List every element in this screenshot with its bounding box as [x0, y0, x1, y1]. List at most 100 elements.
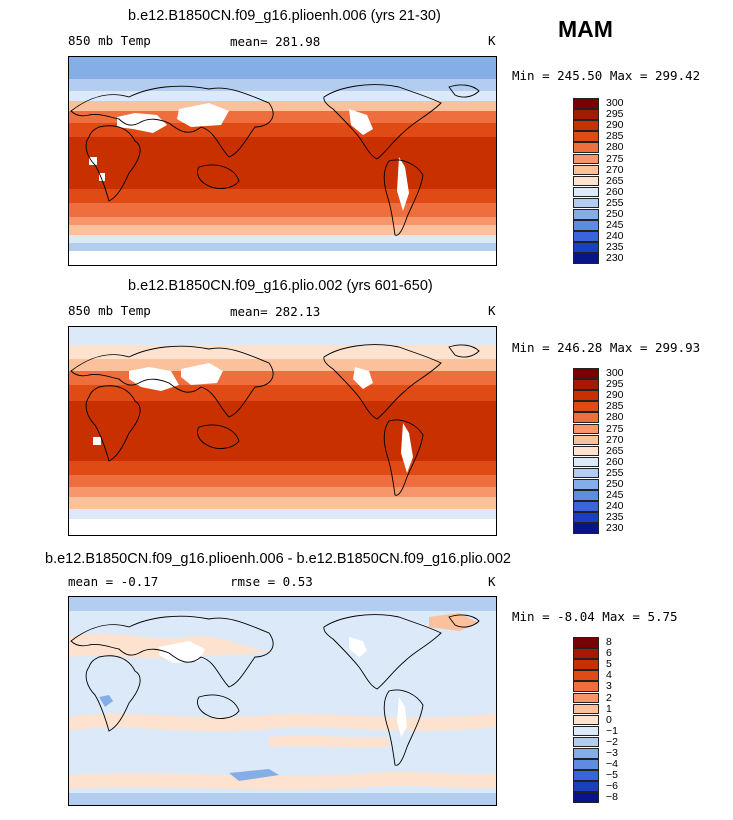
colorbar-label: 1 [606, 702, 612, 715]
colorbar-label: 250 [606, 478, 624, 490]
panel1-title: b.e12.B1850CN.f09_g16.plioenh.006 (yrs 2… [128, 8, 441, 24]
colorbar-label: 230 [606, 252, 624, 265]
colorbar-label: 230 [606, 522, 624, 535]
panel3-map [68, 596, 497, 806]
panel2-variable: 850 mb Temp [68, 303, 151, 318]
colorbar-label: −4 [606, 758, 618, 771]
colorbar-label: 255 [606, 196, 624, 209]
colorbar-label: 245 [606, 489, 624, 502]
colorbar-label: 300 [606, 367, 624, 379]
colorbar-label: 265 [606, 444, 624, 457]
panel2-unit: K [488, 303, 496, 318]
colorbar-label: 290 [606, 119, 624, 132]
colorbar-label: 250 [606, 208, 624, 220]
colorbar-swatch [573, 379, 599, 390]
colorbar-swatch [573, 792, 599, 803]
colorbar-label: 285 [606, 400, 624, 413]
colorbar-label: 260 [606, 455, 624, 468]
colorbar-swatch [573, 412, 599, 423]
colorbar-swatch [573, 434, 599, 446]
panel3-title: b.e12.B1850CN.f09_g16.plioenh.006 - b.e1… [45, 551, 511, 567]
colorbar-label: 265 [606, 174, 624, 187]
colorbar-label: 5 [606, 658, 612, 671]
colorbar-swatch [573, 670, 599, 681]
colorbar-swatch [573, 390, 599, 401]
colorbar-label: 8 [606, 636, 612, 648]
colorbar-swatch [573, 186, 599, 198]
panel1-mean: mean= 281.98 [230, 34, 321, 49]
colorbar-label: 245 [606, 219, 624, 232]
panel2-minmax: Min = 246.28 Max = 299.93 [512, 340, 701, 355]
colorbar-label: 295 [606, 378, 624, 391]
colorbar-label: 6 [606, 647, 612, 660]
panel3-unit: K [488, 574, 496, 589]
panel3-mean: mean = -0.17 [68, 574, 159, 589]
colorbar-label: −6 [606, 780, 618, 793]
colorbar-label: 275 [606, 152, 624, 165]
colorbar-swatch [573, 501, 599, 512]
colorbar-swatch [573, 368, 599, 379]
colorbar-swatch [573, 131, 599, 142]
colorbar-label: 235 [606, 241, 624, 254]
colorbar-swatch [573, 231, 599, 242]
colorbar-swatch [573, 748, 599, 759]
colorbar-swatch [573, 523, 599, 534]
colorbar-swatch [573, 220, 599, 231]
colorbar-swatch [573, 703, 599, 715]
colorbar-swatch [573, 401, 599, 412]
panel3-rmse: rmse = 0.53 [230, 574, 313, 589]
colorbar-label: 275 [606, 422, 624, 435]
colorbar-swatch [573, 209, 599, 220]
colorbar-label: 260 [606, 185, 624, 198]
colorbar-swatch [573, 142, 599, 153]
colorbar-label: 295 [606, 108, 624, 121]
panel1-map [68, 56, 497, 266]
panel2-map [68, 326, 497, 536]
colorbar-label: 235 [606, 511, 624, 524]
colorbar-swatch [573, 759, 599, 770]
colorbar-swatch [573, 490, 599, 501]
colorbar-swatch [573, 659, 599, 670]
colorbar-swatch [573, 781, 599, 792]
colorbar-swatch [573, 512, 599, 523]
panel3-minmax: Min = -8.04 Max = 5.75 [512, 609, 678, 624]
colorbar-swatch [573, 445, 599, 457]
colorbar-label: 255 [606, 466, 624, 479]
colorbar-swatch [573, 109, 599, 120]
season-label: MAM [558, 16, 613, 42]
colorbar-label: −3 [606, 747, 618, 759]
panel1-minmax: Min = 245.50 Max = 299.42 [512, 68, 701, 83]
colorbar-label: −2 [606, 735, 618, 748]
colorbar-label: 2 [606, 691, 612, 704]
colorbar-swatch [573, 637, 599, 648]
colorbar-label: −8 [606, 791, 618, 804]
colorbar-label: 280 [606, 411, 624, 424]
colorbar-label: 280 [606, 141, 624, 154]
colorbar-label: −5 [606, 769, 618, 782]
colorbar-swatch [573, 479, 599, 490]
colorbar-label: 290 [606, 389, 624, 402]
colorbar-swatch [573, 175, 599, 187]
panel2-mean: mean= 282.13 [230, 304, 321, 319]
colorbar-label: 4 [606, 669, 612, 682]
colorbar-label: 0 [606, 713, 612, 726]
colorbar-swatch [573, 120, 599, 131]
colorbar-label: 240 [606, 500, 624, 513]
colorbar-swatch [573, 736, 599, 748]
colorbar-swatch [573, 242, 599, 253]
panel2-title: b.e12.B1850CN.f09_g16.plio.002 (yrs 601-… [128, 278, 433, 294]
colorbar-swatch [573, 467, 599, 479]
colorbar-label: 3 [606, 680, 612, 693]
colorbar-swatch [573, 98, 599, 109]
colorbar-swatch [573, 153, 599, 164]
colorbar-swatch [573, 714, 599, 726]
panel1-variable: 850 mb Temp [68, 33, 151, 48]
colorbar-swatch [573, 423, 599, 434]
colorbar-label: 240 [606, 230, 624, 243]
colorbar-swatch [573, 692, 599, 703]
colorbar-label: 285 [606, 130, 624, 143]
colorbar-label: −1 [606, 724, 618, 737]
colorbar-swatch [573, 681, 599, 692]
colorbar-label: 270 [606, 433, 624, 446]
colorbar-swatch [573, 648, 599, 659]
